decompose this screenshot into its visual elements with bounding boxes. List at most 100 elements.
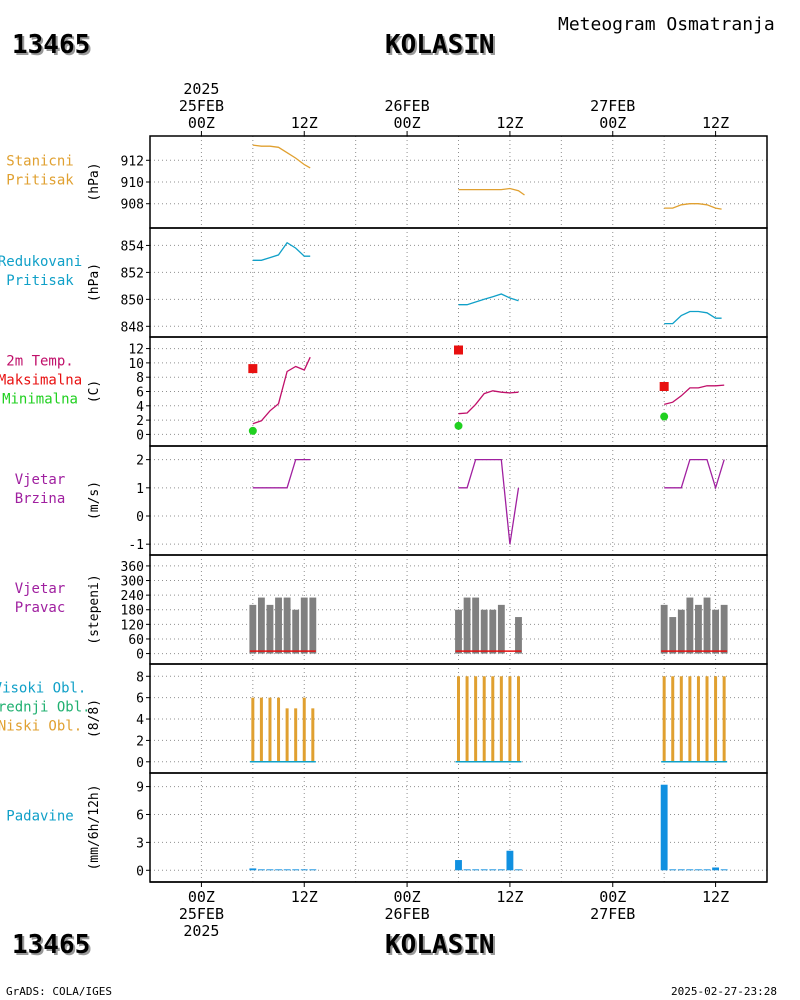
precipitation-unit: (mm/6h/12h) [87,784,102,870]
wind-speed-line [664,458,725,491]
wind-direction-ytick-label: 360 [121,560,144,575]
wind-direction-bar [695,604,702,654]
precipitation-bar [249,868,257,871]
precipitation-bar [300,869,308,871]
clouds-bar [714,676,718,762]
clouds-label: Niski Obl. [0,719,82,735]
footer-station-name: KOLASIN [385,930,495,960]
top-axis-label: 25FEB [179,97,224,115]
temperature-line [252,356,311,425]
station-pressure-line [252,144,311,169]
wind-direction-bar [677,609,685,654]
wind-speed-ytick-label: -1 [128,538,144,553]
temperature-ytick-label: 12 [128,343,144,358]
chart-subtitle: Meteogram Osmatranja [558,14,775,35]
wind-direction-label: Pravac [15,600,66,616]
temperature-unit: (C) [87,380,102,403]
reduced-pressure-ytick-label: 850 [121,293,144,308]
clouds-bar [285,708,289,762]
reduced-pressure-unit: (hPa) [87,263,102,302]
clouds-bar [482,676,486,762]
clouds-bar [662,676,666,762]
clouds-unit: (8/8) [87,699,102,738]
precipitation-bar [677,869,685,871]
clouds-bar [499,676,503,762]
bottom-axis-label: 25FEB [179,905,224,923]
precipitation-bar [686,869,694,871]
reduced-pressure-ytick-label: 854 [121,239,145,254]
precipitation-bar [497,869,505,871]
reduced-pressure-line [664,310,722,325]
clouds-bar [302,697,306,762]
wind-direction-bar [463,597,471,654]
station-pressure-label: Stanicni [6,154,73,170]
wind-direction-bar [712,609,720,654]
top-axis-label: 26FEB [385,97,430,115]
wind-direction-ytick-label: 120 [121,618,144,633]
temperature-ytick-label: 0 [136,428,144,443]
top-axis-label: 27FEB [590,97,635,115]
temperature-ytick-label: 4 [136,400,144,415]
precipitation-bar [257,869,265,871]
wind-direction-ytick-label: 240 [121,589,144,604]
top-axis-label: 00Z [188,114,215,132]
clouds-bar [277,697,281,762]
clouds-bar [508,676,512,762]
clouds-bar [457,676,460,762]
clouds-ytick-label: 8 [136,670,144,685]
reduced-pressure-ytick-label: 848 [121,320,144,335]
wind-direction-bar [480,609,488,654]
temperature-max-marker [248,364,258,374]
wind-direction-bar [720,604,728,654]
clouds-ytick-label: 6 [136,692,144,707]
wind-speed-label: Vjetar [15,472,66,488]
precipitation-bar [712,867,720,871]
station-pressure-label: Pritisak [6,173,74,189]
station-pressure-ytick-label: 908 [121,198,144,213]
precipitation-bar [695,869,702,871]
bottom-axis-label: 00Z [599,888,626,906]
precipitation-bar [669,869,677,871]
clouds-bar [251,697,255,762]
station-pressure-ytick-label: 910 [121,176,144,191]
clouds-bar [705,676,709,762]
clouds-ytick-label: 0 [136,756,144,771]
temperature-line [664,384,725,406]
clouds-bar [268,697,272,762]
station-pressure-unit: (hPa) [87,162,102,201]
wind-direction-bar [515,617,522,654]
wind-direction-bar [283,597,291,654]
wind-direction-bar [300,597,308,654]
temperature-max-marker [454,345,463,355]
wind-direction-ytick-label: 60 [128,633,144,648]
precipitation-ytick-label: 0 [136,864,144,879]
bottom-axis-label: 00Z [394,888,421,906]
wind-direction-bar [703,597,711,654]
reduced-pressure-line [252,241,311,261]
clouds-ytick-label: 4 [136,713,144,728]
wind-direction-bar [455,609,462,654]
wind-direction-unit: (stepeni) [87,574,102,644]
temperature-ytick-label: 8 [136,371,144,386]
temperature-ytick-label: 2 [136,414,144,429]
precipitation-bar [720,869,728,871]
precipitation-bar [463,869,471,871]
wind-direction-bar [660,604,668,654]
timestamp-text: 2025-02-27-23:28 [671,985,777,998]
precipitation-bar [455,860,462,871]
temperature-ytick-label: 10 [128,357,144,372]
wind-direction-ytick-label: 180 [121,604,144,619]
precipitation-bar [283,869,291,871]
temperature-label: Minimalna [2,392,78,408]
bottom-axis-label: 00Z [188,888,215,906]
wind-direction-bar [275,597,282,654]
wind-direction-label: Vjetar [15,581,66,597]
precipitation-bar [660,784,668,871]
clouds-bar [294,708,298,762]
wind-direction-bar [472,597,480,654]
clouds-bar [688,676,692,762]
top-axis-label: 2025 [183,80,219,98]
temperature-min-marker [248,426,257,435]
wind-direction-bar [266,604,274,654]
bottom-axis-label: 12Z [702,888,729,906]
